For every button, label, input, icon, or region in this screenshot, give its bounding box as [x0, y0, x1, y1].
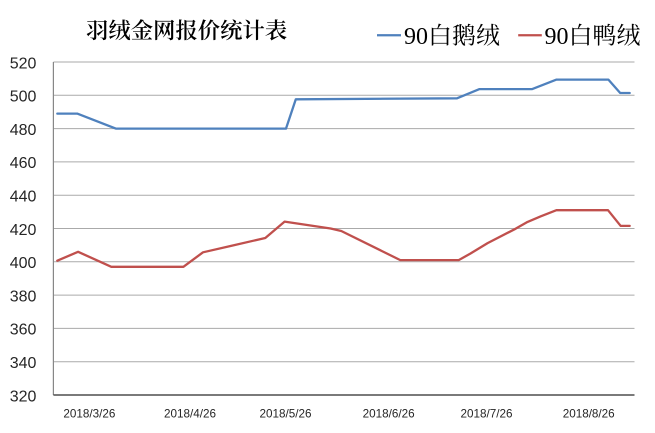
svg-text:400: 400: [10, 255, 37, 272]
svg-text:380: 380: [10, 288, 37, 305]
svg-text:2018/4/26: 2018/4/26: [164, 408, 216, 421]
svg-text:2018/8/26: 2018/8/26: [563, 408, 615, 421]
svg-text:90: 90: [404, 24, 428, 50]
svg-text:320: 320: [10, 388, 37, 405]
svg-text:2018/3/26: 2018/3/26: [63, 408, 115, 421]
svg-text:2018/5/26: 2018/5/26: [260, 408, 312, 421]
svg-text:500: 500: [10, 89, 37, 106]
svg-text:90: 90: [545, 24, 569, 50]
svg-text:440: 440: [10, 189, 37, 206]
svg-text:360: 360: [10, 322, 37, 339]
svg-text:460: 460: [10, 155, 37, 172]
svg-text:480: 480: [10, 122, 37, 139]
svg-text:420: 420: [10, 222, 37, 239]
svg-text:340: 340: [10, 355, 37, 372]
svg-text:520: 520: [10, 55, 37, 72]
svg-text:2018/7/26: 2018/7/26: [461, 408, 513, 421]
svg-text:2018/6/26: 2018/6/26: [363, 408, 415, 421]
